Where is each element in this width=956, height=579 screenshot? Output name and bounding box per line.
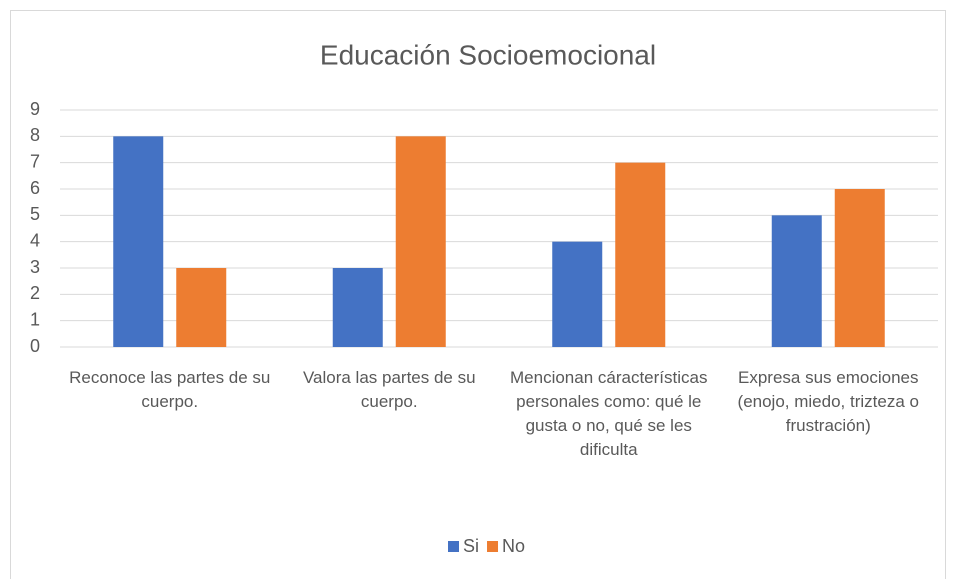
legend-label: Si (463, 536, 479, 556)
legend-swatch (487, 541, 499, 552)
y-tick-label: 7 (30, 151, 40, 171)
y-tick-label: 4 (30, 230, 40, 250)
x-tick-label: Reconoce las partes de su cuerpo. (69, 368, 271, 411)
chart-title: Educación Socioemocional (320, 39, 656, 70)
bar (113, 136, 164, 347)
x-tick-label: Expresa sus emociones (enojo, miedo, tri… (737, 368, 919, 435)
legend-swatch (448, 541, 459, 552)
y-tick-label: 8 (30, 125, 40, 145)
y-tick-label: 3 (30, 257, 40, 277)
y-tick-label: 2 (30, 283, 40, 303)
legend-label: No (502, 536, 525, 556)
y-tick-label: 5 (30, 204, 40, 224)
x-tick-label: Mencionan cáracterísticas personales com… (510, 368, 708, 459)
bar (615, 162, 666, 347)
bar (332, 268, 383, 347)
bar (771, 215, 822, 347)
bar (552, 241, 603, 347)
y-tick-label: 1 (30, 309, 40, 329)
y-tick-label: 9 (30, 99, 40, 119)
y-tick-label: 0 (30, 336, 40, 356)
bar (176, 268, 227, 347)
x-tick-label: Valora las partes de su cuerpo. (302, 368, 476, 411)
bar (395, 136, 446, 347)
bar (834, 189, 885, 347)
y-tick-label: 6 (30, 178, 40, 198)
